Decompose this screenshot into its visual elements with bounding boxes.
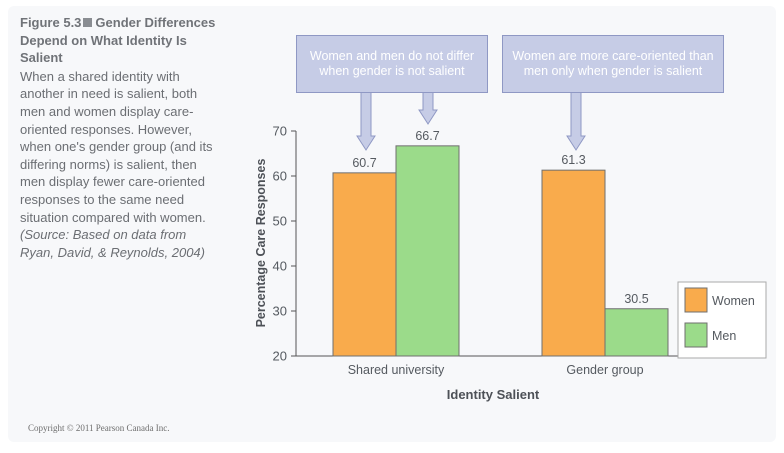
data-label: 60.7 (352, 156, 376, 170)
figure-source: (Source: Based on data from Ryan, David,… (20, 227, 205, 260)
annotation-callout-gender-salient: Women are more care-oriented than men on… (502, 35, 724, 93)
figure-title: Figure 5.3 Gender Differences Depend on W… (20, 14, 218, 67)
figure-description-text: When a shared identity with another in n… (20, 68, 213, 225)
y-tick-label: 60 (273, 169, 287, 184)
y-tick-label: 70 (273, 124, 287, 139)
figure-label: Figure 5.3 (20, 15, 82, 30)
x-tick-label: Shared university (348, 363, 445, 377)
bar-men-shared-university (395, 145, 460, 357)
bar-men-gender-group (604, 308, 669, 357)
square-bullet-icon (83, 18, 93, 27)
data-label: 66.7 (415, 129, 439, 143)
data-label: 30.5 (624, 292, 648, 306)
arrow-down-icon (566, 91, 586, 151)
arrow-down-icon (418, 91, 438, 125)
y-tick-label: 50 (273, 214, 287, 229)
y-tick-label: 20 (273, 349, 287, 364)
y-axis-label: Percentage Care Responses (254, 159, 268, 328)
copyright-notice: Copyright © 2011 Pearson Canada Inc. (28, 423, 170, 433)
y-tick-label: 40 (273, 259, 287, 274)
figure-description: When a shared identity with another in n… (20, 68, 218, 262)
legend-swatch-men (684, 322, 708, 348)
data-label: 61.3 (561, 153, 585, 167)
x-tick-label: Gender group (566, 363, 643, 377)
legend-swatch-women (684, 287, 708, 313)
bar-women-gender-group (541, 169, 606, 357)
annotation-text-not-salient: Women and men do not differ when gender … (309, 49, 475, 78)
bar-women-shared-university (332, 172, 397, 357)
annotation-callout-not-salient: Women and men do not differ when gender … (296, 35, 488, 93)
legend-label-men: Men (712, 329, 736, 343)
y-tick-label: 30 (273, 304, 287, 319)
annotation-text-gender-salient: Women are more care-oriented than men on… (512, 49, 714, 78)
figure-caption: Figure 5.3 Gender Differences Depend on W… (20, 14, 218, 261)
x-axis-label: Identity Salient (447, 387, 540, 402)
figure-title-text: Gender Differences Depend on What Identi… (20, 15, 216, 66)
arrow-down-icon (356, 91, 376, 151)
legend-label-women: Women (712, 294, 755, 308)
